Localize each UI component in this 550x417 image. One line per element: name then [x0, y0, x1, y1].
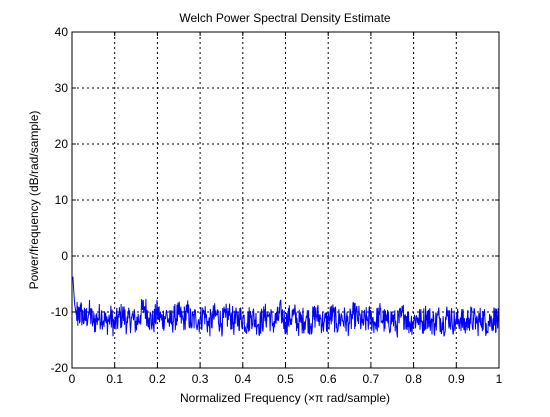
- x-tick-label: 0.8: [405, 372, 422, 386]
- y-tick-labels: -20 -10 0 10 20 30 40: [51, 25, 69, 375]
- y-tick-label: -10: [51, 305, 69, 319]
- x-tick-label: 0.9: [448, 372, 465, 386]
- x-tick-label: 1: [496, 372, 503, 386]
- series-group: [71, 276, 500, 338]
- x-tick-label: 0.1: [106, 372, 123, 386]
- x-axis-label: Normalized Frequency (×π rad/sample): [180, 391, 390, 405]
- x-tick-label: 0.5: [277, 372, 294, 386]
- x-tick-label: 0.2: [149, 372, 166, 386]
- x-tick-label: 0.3: [192, 372, 209, 386]
- x-tick-label: 0.7: [363, 372, 380, 386]
- x-tick-label: 0: [69, 372, 76, 386]
- tick-marks: [71, 31, 500, 369]
- x-tick-label: 0.4: [234, 372, 251, 386]
- grid-lines: [72, 32, 499, 368]
- x-tick-label: 0.6: [320, 372, 337, 386]
- y-tick-label: -20: [51, 361, 69, 375]
- y-axis-label: Power/frequency (dB/rad/sample): [27, 111, 41, 290]
- y-tick-label: 20: [55, 137, 69, 151]
- y-tick-label: 30: [55, 81, 69, 95]
- x-tick-labels: 0 0.1 0.2 0.3 0.4 0.5 0.6 0.7 0.8 0.9 1: [69, 372, 503, 386]
- y-tick-label: 10: [55, 193, 69, 207]
- y-tick-label: 0: [61, 249, 68, 263]
- y-tick-label: 40: [55, 25, 69, 39]
- psd-series-line: [71, 276, 500, 338]
- chart-title: Welch Power Spectral Density Estimate: [179, 11, 391, 25]
